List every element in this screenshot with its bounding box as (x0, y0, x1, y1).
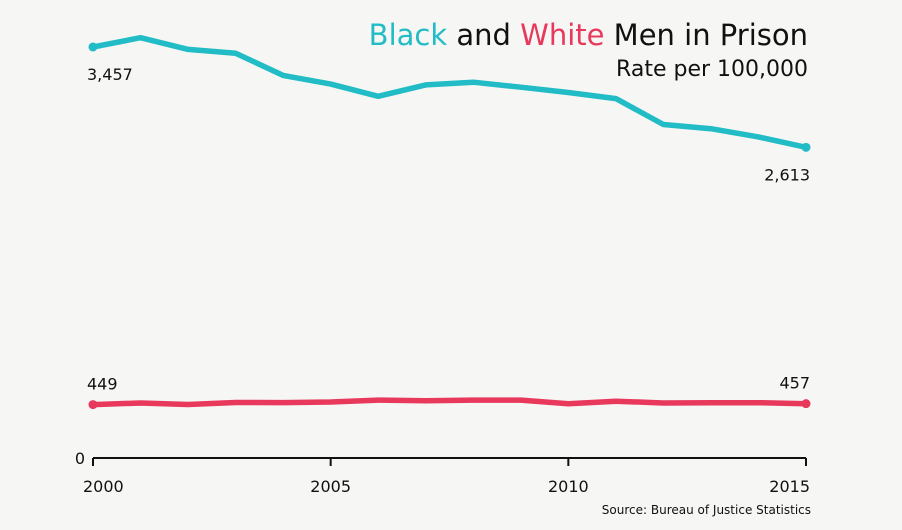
series-end-point-1 (801, 399, 811, 409)
x-axis: 2000 2005 2010 2015 0 (75, 449, 810, 496)
x-tick-label-2000: 2000 (83, 477, 124, 496)
chart-subtitle: Rate per 100,000 (616, 57, 808, 82)
source-note: Source: Bureau of Justice Statistics (602, 503, 811, 517)
x-tick-label-2015: 2015 (769, 477, 810, 496)
series-layer (88, 34, 811, 410)
title-part-2: White (520, 18, 604, 52)
chart-title: Black and White Men in Prison (369, 18, 808, 52)
series-start-point-1 (88, 400, 98, 410)
title-part-1: and (447, 18, 520, 52)
y-tick-label-0: 0 (75, 449, 85, 468)
x-tick-label-2005: 2005 (310, 477, 351, 496)
series-line-1 (90, 397, 809, 408)
end-value-label-0: 2,613 (764, 165, 810, 184)
start-value-label-1: 449 (87, 375, 118, 394)
data-labels: 3,457 2,613 449 457 (87, 65, 810, 394)
title-part-0: Black (369, 18, 448, 52)
start-value-label-0: 3,457 (87, 65, 133, 84)
end-value-label-1: 457 (779, 374, 810, 393)
title-part-3: Men in Prison (604, 18, 808, 52)
x-tick-label-2010: 2010 (548, 477, 589, 496)
series-line-0 (90, 34, 809, 151)
series-start-point-0 (88, 42, 98, 52)
series-end-point-0 (801, 142, 811, 152)
